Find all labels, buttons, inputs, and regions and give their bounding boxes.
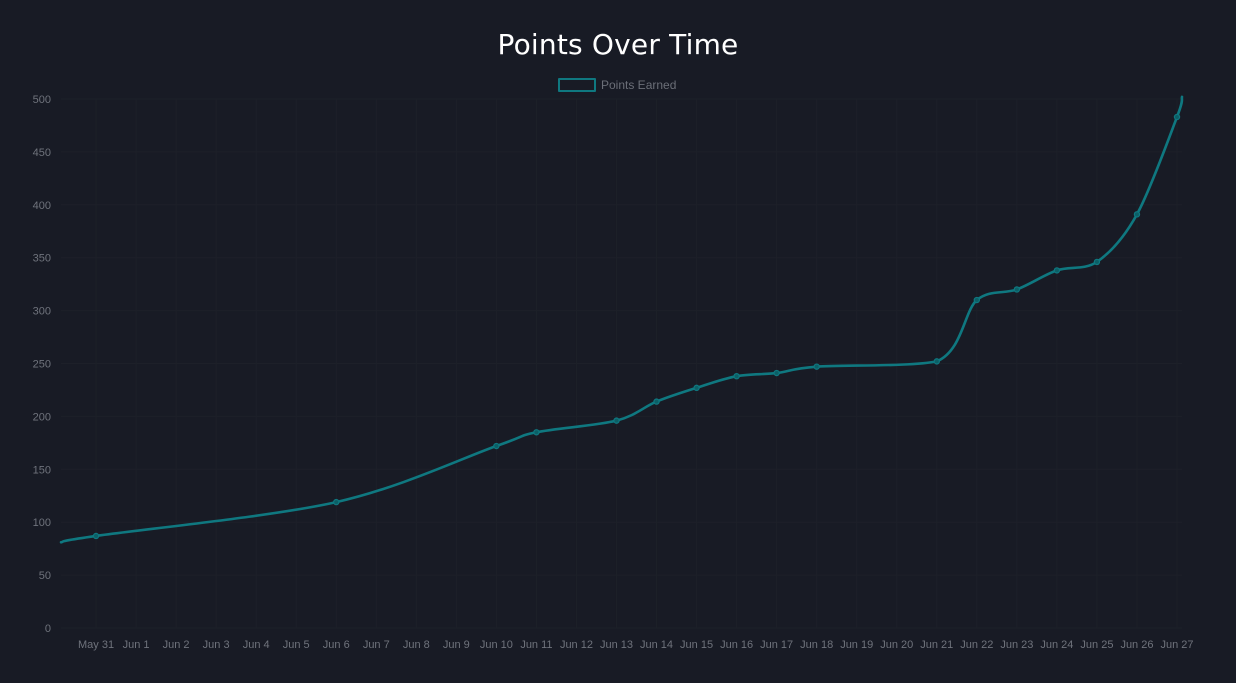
x-tick-label: Jun 11	[520, 639, 552, 651]
data-point[interactable]	[1173, 113, 1181, 121]
data-point[interactable]	[933, 358, 940, 365]
chart-title: Points Over Time	[497, 28, 739, 61]
data-point[interactable]	[613, 417, 620, 424]
x-tick-label: Jun 17	[760, 639, 793, 651]
x-axis-ticks: May 31 Jun 1 Jun 2 Jun 3 Jun 4 Jun 5 Jun 6 Jun …	[78, 639, 1194, 651]
x-tick-label: Jun 18	[800, 639, 833, 651]
x-tick-label: Jun 9	[443, 639, 470, 651]
data-point[interactable]	[333, 498, 340, 506]
x-tick-label: Jun 20	[880, 639, 913, 651]
data-point[interactable]	[92, 532, 100, 540]
x-tick-label: Jun 26	[1120, 639, 1153, 651]
x-tick-label: Jun 24	[1040, 639, 1073, 651]
data-point[interactable]	[973, 296, 981, 304]
y-tick-label: 400	[33, 200, 51, 212]
x-tick-label: Jun 1	[123, 639, 150, 651]
x-tick-label: Jun 15	[680, 639, 713, 651]
x-tick-label: Jun 23	[1000, 639, 1033, 651]
data-point[interactable]	[733, 372, 740, 380]
y-axis-ticks: 0 50 100 150 200 250 300 350 400 450 500	[33, 94, 51, 635]
y-tick-label: 200	[33, 411, 51, 423]
legend-swatch	[558, 78, 596, 92]
data-point[interactable]	[693, 384, 700, 392]
data-point[interactable]	[813, 363, 820, 370]
x-tick-label: Jun 16	[720, 639, 753, 651]
x-tick-label: Jun 14	[640, 639, 673, 651]
data-point[interactable]	[493, 442, 500, 450]
x-tick-label: Jun 13	[600, 639, 633, 651]
x-tick-label: Jun 3	[203, 639, 230, 651]
x-tick-label: Jun 2	[163, 639, 190, 651]
y-tick-label: 350	[33, 253, 51, 265]
data-point[interactable]	[533, 429, 540, 436]
data-point[interactable]	[773, 369, 780, 377]
y-tick-label: 0	[45, 623, 51, 635]
x-tick-label: Jun 7	[363, 639, 390, 651]
y-tick-label: 250	[33, 359, 51, 371]
data-point[interactable]	[653, 398, 660, 405]
series-points-layer	[92, 113, 1181, 540]
x-tick-label: Jun 19	[840, 639, 873, 651]
x-tick-label: Jun 5	[283, 639, 310, 651]
data-point[interactable]	[1093, 258, 1101, 266]
y-tick-label: 450	[33, 147, 51, 159]
chart-legend[interactable]: Points Earned	[558, 77, 676, 93]
y-tick-label: 300	[33, 306, 51, 318]
x-tick-label: Jun 25	[1080, 639, 1113, 651]
x-tick-label: Jun 4	[243, 639, 270, 651]
x-tick-label: Jun 12	[560, 639, 593, 651]
x-tick-label: Jun 8	[403, 639, 430, 651]
x-tick-label: Jun 21	[920, 639, 953, 651]
y-tick-label: 500	[33, 94, 51, 106]
series-line-layer	[59, 95, 1184, 544]
series-line-points-earned[interactable]	[59, 95, 1184, 544]
x-tick-label: Jun 10	[480, 639, 513, 651]
grid-lines	[61, 98, 1182, 629]
x-tick-label: Jun 27	[1160, 639, 1193, 651]
data-point[interactable]	[1013, 286, 1021, 293]
y-tick-label: 150	[33, 464, 51, 476]
y-tick-label: 100	[33, 517, 51, 529]
data-point[interactable]	[1133, 211, 1141, 218]
x-tick-label: Jun 22	[960, 639, 993, 651]
data-point[interactable]	[1053, 267, 1061, 274]
x-tick-label: Jun 6	[323, 639, 350, 651]
x-tick-label: May 31	[78, 639, 114, 651]
legend-label: Points Earned	[601, 78, 677, 92]
y-tick-label: 50	[39, 570, 51, 582]
